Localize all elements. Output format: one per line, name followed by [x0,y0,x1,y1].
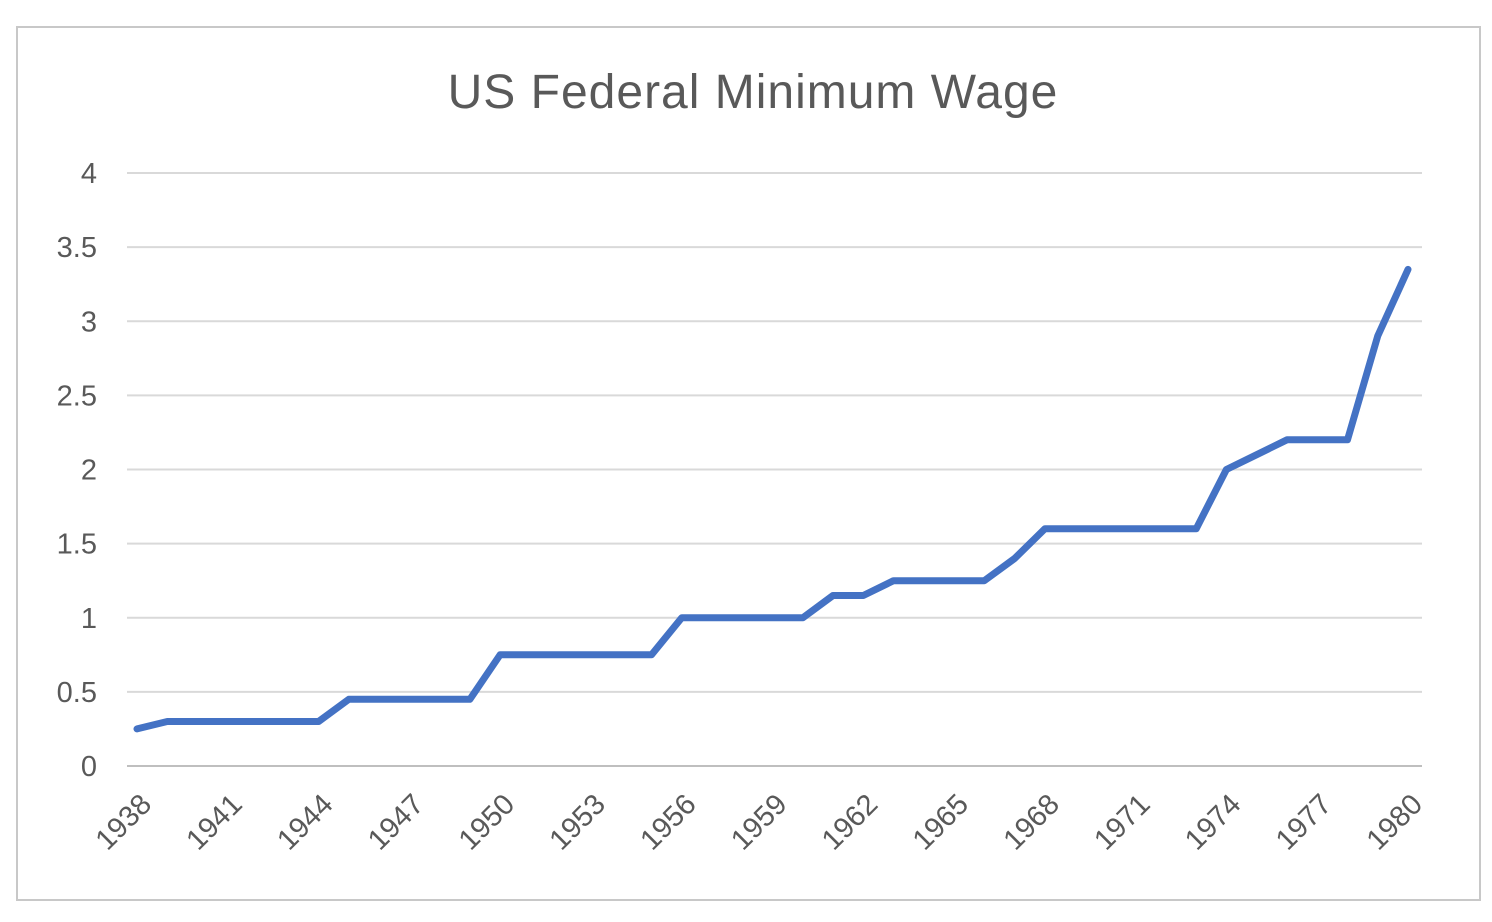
y-tick-label: 1.5 [57,529,97,561]
chart-line-series [133,265,1412,733]
y-tick-label: 0.5 [57,677,97,709]
chart-frame [16,26,1481,901]
y-tick-label: 3.5 [57,232,97,264]
y-tick-label: 1 [81,603,97,635]
y-axis-labels-group: 0 0.5 1 1.5 2 2.5 3 3.5 4 [57,158,97,783]
y-tick-label: 2.5 [57,380,97,412]
y-tick-label: 3 [81,306,97,338]
gridlines-group [127,172,1422,767]
y-tick-label: 2 [81,455,97,487]
y-tick-label: 0 [81,751,97,783]
y-tick-label: 4 [81,158,97,190]
chart-title: US Federal Minimum Wage [448,66,1059,119]
